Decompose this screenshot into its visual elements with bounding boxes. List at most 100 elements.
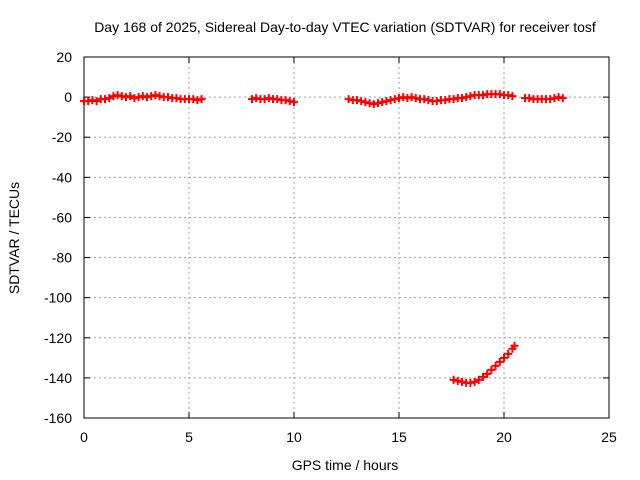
data-point [403, 94, 412, 103]
data-point [357, 97, 366, 106]
data-point [458, 94, 466, 103]
data-point [462, 93, 471, 102]
data-point [558, 94, 567, 103]
data-point [378, 98, 387, 107]
data-point [491, 361, 500, 370]
data-point [193, 96, 202, 105]
data-point [466, 378, 475, 387]
data-point [500, 353, 508, 362]
y-tick-label: -100 [44, 290, 72, 306]
data-points [80, 90, 567, 387]
x-tick-label: 20 [496, 429, 512, 445]
data-point [483, 369, 492, 378]
data-point [554, 93, 563, 102]
data-point [189, 95, 198, 104]
plot-frame [83, 56, 610, 419]
data-point [546, 95, 555, 104]
data-point [138, 92, 147, 101]
data-point [252, 94, 261, 103]
data-point [285, 97, 294, 106]
data-point [117, 92, 126, 101]
data-point [113, 91, 122, 100]
data-point [369, 100, 378, 109]
grid-lines [84, 57, 609, 418]
data-point [143, 93, 151, 102]
y-tick-label: -160 [44, 410, 72, 426]
data-point [172, 94, 181, 103]
data-point [197, 95, 206, 104]
data-point [495, 357, 504, 366]
data-point [248, 95, 256, 104]
y-tick-label: -60 [52, 209, 72, 225]
data-point [84, 97, 93, 106]
data-point [353, 96, 361, 105]
data-point [474, 375, 483, 384]
data-point [164, 93, 172, 102]
x-tick-label: 25 [601, 429, 617, 445]
chart-title: Day 168 of 2025, Sidereal Day-to-day VTE… [94, 19, 596, 35]
data-point [504, 91, 513, 100]
data-point [550, 94, 559, 103]
data-point [92, 97, 101, 106]
data-point [466, 92, 475, 101]
data-point [525, 94, 534, 103]
data-point [386, 96, 395, 105]
y-tick-label: 0 [64, 89, 72, 105]
data-point [126, 92, 135, 101]
y-tick-label: -20 [52, 129, 72, 145]
x-tick-label: 0 [80, 429, 88, 445]
data-point [155, 92, 164, 101]
data-point [105, 94, 114, 103]
data-point [147, 92, 156, 101]
data-point [470, 377, 479, 386]
data-point [374, 99, 382, 108]
data-point [281, 96, 290, 105]
data-point [101, 95, 109, 104]
data-point [88, 96, 97, 105]
x-tick-label: 10 [286, 429, 302, 445]
data-point [109, 92, 118, 101]
x-tick-label: 5 [185, 429, 193, 445]
y-axis-title: SDTVAR / TECUs [6, 182, 22, 294]
data-point [260, 95, 269, 104]
data-point [395, 94, 403, 103]
y-tick-label: -40 [52, 169, 72, 185]
data-point [344, 95, 353, 104]
data-point [122, 93, 130, 102]
data-point [449, 95, 458, 104]
data-point [382, 97, 391, 106]
data-point [290, 98, 298, 107]
data-point [479, 372, 487, 381]
axis-ticks: 0 5 10 15 20 25 20 0 -20 -40 -60 -80 -100 -120 -140 -16… [44, 49, 617, 445]
y-tick-label: -120 [44, 330, 72, 346]
data-point [487, 365, 496, 374]
data-point [390, 95, 399, 104]
data-point [399, 93, 408, 102]
data-point [365, 99, 374, 108]
x-axis-title: GPS time / hours [292, 457, 399, 473]
y-tick-label: 20 [56, 49, 72, 65]
data-point [458, 377, 466, 386]
data-point [264, 94, 273, 103]
data-point [449, 375, 458, 384]
y-tick-label: -80 [52, 250, 72, 266]
y-tick-label: -140 [44, 370, 72, 386]
data-point [130, 94, 139, 103]
data-point [432, 97, 441, 106]
data-point [151, 91, 160, 100]
data-point [134, 93, 143, 102]
data-point [424, 96, 433, 105]
data-point [407, 93, 416, 102]
data-point [510, 341, 519, 350]
data-point [273, 95, 282, 104]
data-point [361, 98, 370, 107]
data-point [508, 92, 517, 101]
data-point [504, 349, 513, 358]
data-point [495, 90, 504, 99]
data-point [479, 91, 487, 100]
data-point [420, 95, 429, 104]
data-point [453, 376, 462, 385]
data-point [441, 96, 450, 105]
data-point [411, 94, 420, 103]
